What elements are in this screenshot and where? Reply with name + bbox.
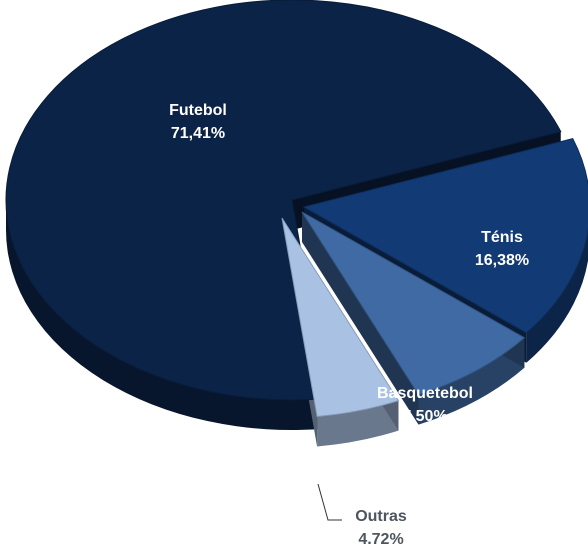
slice-side-futebol <box>6 200 328 431</box>
label-category-tnis: Ténis <box>481 229 523 246</box>
label-value-tnis: 16,38% <box>475 252 529 269</box>
slice-basquetebol <box>301 211 526 396</box>
label-category-futebol: Futebol <box>169 102 227 119</box>
slice-side-basquetebol <box>418 337 525 425</box>
pie-tops <box>5 0 588 418</box>
leader-line-outras <box>317 483 342 521</box>
slice-labels: Futebol 71,41% Ténis 16,38% Basquetebol 7,50%… <box>169 102 529 544</box>
label-value-outras: 4,72% <box>358 531 403 544</box>
slice-futebol <box>5 0 562 401</box>
label-value-futebol: 71,41% <box>171 125 225 142</box>
leader-lines <box>317 483 342 521</box>
slice-side-tnis <box>526 230 588 363</box>
label-value-basquetebol: 7,50% <box>402 408 447 425</box>
slice-wall-basquetebol <box>302 212 419 425</box>
slice-tnis <box>302 138 588 334</box>
label-category-outras: Outras <box>355 508 407 525</box>
label-category-basquetebol: Basquetebol <box>377 385 473 402</box>
slice-side-outras <box>317 400 399 447</box>
slice-outras <box>281 217 400 418</box>
